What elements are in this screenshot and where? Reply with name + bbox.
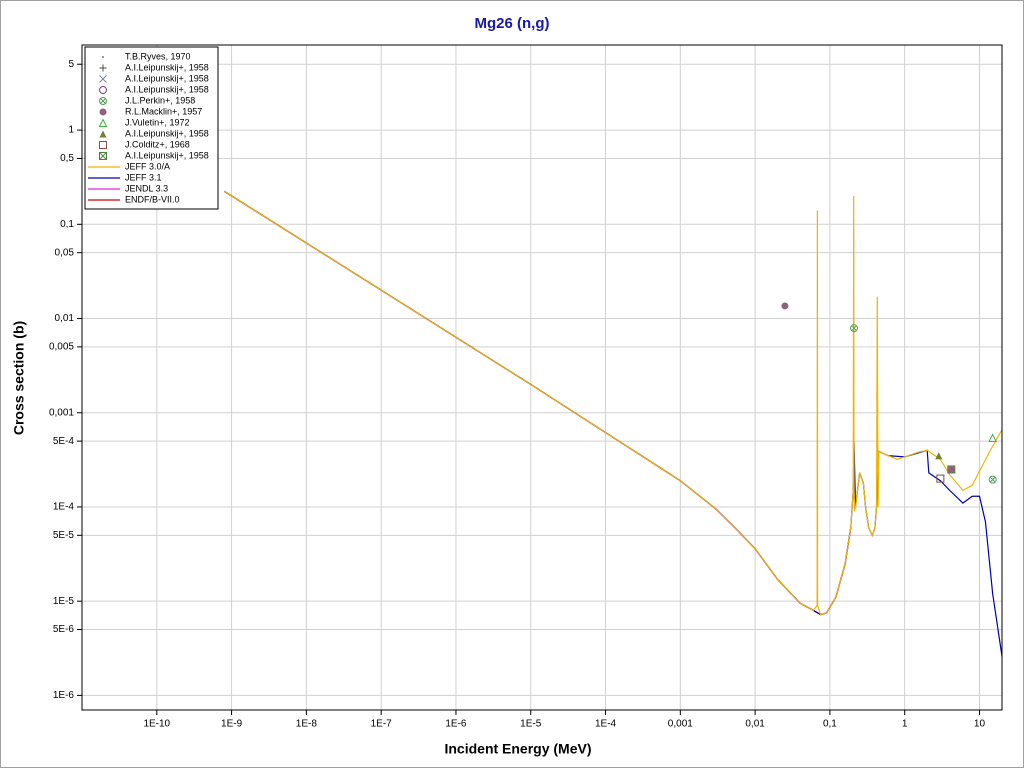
y-tick-label: 1E-6 — [53, 690, 75, 701]
y-tick-label: 5 — [68, 59, 74, 70]
lines — [224, 190, 1003, 657]
legend-label: R.L.Macklin+, 1957 — [125, 106, 202, 116]
marker — [99, 152, 107, 160]
plot-area — [82, 45, 1002, 710]
marker — [850, 324, 859, 333]
x-axis-label: Incident Energy (MeV) — [444, 741, 591, 757]
y-tick-label: 1 — [68, 125, 74, 136]
y-tick-label: 0,1 — [60, 219, 74, 230]
y-tick-label: 0,001 — [49, 407, 74, 418]
marker — [99, 64, 107, 72]
y-tick-label: 0,005 — [49, 342, 74, 353]
legend-label: T.B.Ryves, 1970 — [125, 51, 191, 61]
x-tick-label: 0,001 — [668, 719, 693, 730]
marker — [99, 75, 107, 83]
plot-border — [81, 44, 1003, 711]
legend-box — [84, 46, 219, 210]
legend-label: A.I.Leipunskij+, 1958 — [125, 150, 209, 160]
x-tick-label: 1 — [902, 719, 908, 730]
marker — [99, 97, 107, 105]
legend-label: ENDF/B-VII.0 — [125, 194, 180, 204]
legend-label: JEFF 3.0/A — [125, 161, 170, 171]
x-tick-label: 1E-10 — [143, 719, 170, 730]
x-tick-label: 1E-7 — [371, 719, 393, 730]
x-tick-label: 0,01 — [745, 719, 765, 730]
x-tick-label: 10 — [974, 719, 986, 730]
y-axis-label: Cross section (b) — [11, 321, 27, 435]
marker — [935, 452, 943, 460]
marker — [781, 302, 789, 310]
marker — [988, 475, 997, 484]
marker — [947, 465, 955, 473]
legend-label: J.L.Perkin+, 1958 — [125, 95, 195, 105]
x-tick-label: 0,1 — [823, 719, 837, 730]
series-line — [224, 190, 1003, 616]
legend-label: JENDL 3.3 — [125, 183, 168, 193]
marker — [99, 130, 107, 138]
marker — [98, 118, 108, 127]
legend-label: A.I.Leipunskij+, 1958 — [125, 84, 209, 94]
legend-label: J.Colditz+, 1968 — [125, 139, 190, 149]
x-tick-label: 1E-8 — [296, 719, 318, 730]
y-tick-label: 5E-6 — [53, 624, 75, 635]
marker — [988, 433, 997, 442]
y-tick-label: 5E-5 — [53, 530, 75, 541]
x-tick-label: 1E-9 — [221, 719, 243, 730]
points — [781, 302, 997, 484]
y-tick-label: 1E-5 — [53, 596, 75, 607]
chart-title: Mg26 (n,g) — [475, 15, 550, 32]
y-tick-label: 5E-4 — [53, 436, 75, 447]
y-tick-label: 0,01 — [55, 313, 75, 324]
marker — [102, 56, 104, 58]
x-tick-label: 1E-6 — [445, 719, 467, 730]
y-tick-label: 0,05 — [55, 247, 75, 258]
legend-label: J.Vuletin+, 1972 — [125, 117, 189, 127]
legend-label: A.I.Leipunskij+, 1958 — [125, 62, 209, 72]
marker — [99, 108, 107, 116]
axes: 1E-10 1E-9 1E-8 1E-7 1E-6 1E-5 1E-4 0,001 0,01 0,… — [49, 59, 986, 730]
y-tick-label: 0,5 — [60, 153, 74, 164]
x-tick-label: 1E-5 — [520, 719, 542, 730]
legend-label: A.I.Leipunskij+, 1958 — [125, 128, 209, 138]
x-tick-label: 1E-4 — [595, 719, 617, 730]
marker — [99, 86, 107, 94]
marker — [936, 474, 945, 483]
marker — [99, 141, 107, 149]
legend-label: A.I.Leipunskij+, 1958 — [125, 73, 209, 83]
y-tick-label: 1E-4 — [53, 502, 75, 513]
legend-label: JEFF 3.1 — [125, 172, 162, 182]
grid — [82, 45, 1002, 710]
